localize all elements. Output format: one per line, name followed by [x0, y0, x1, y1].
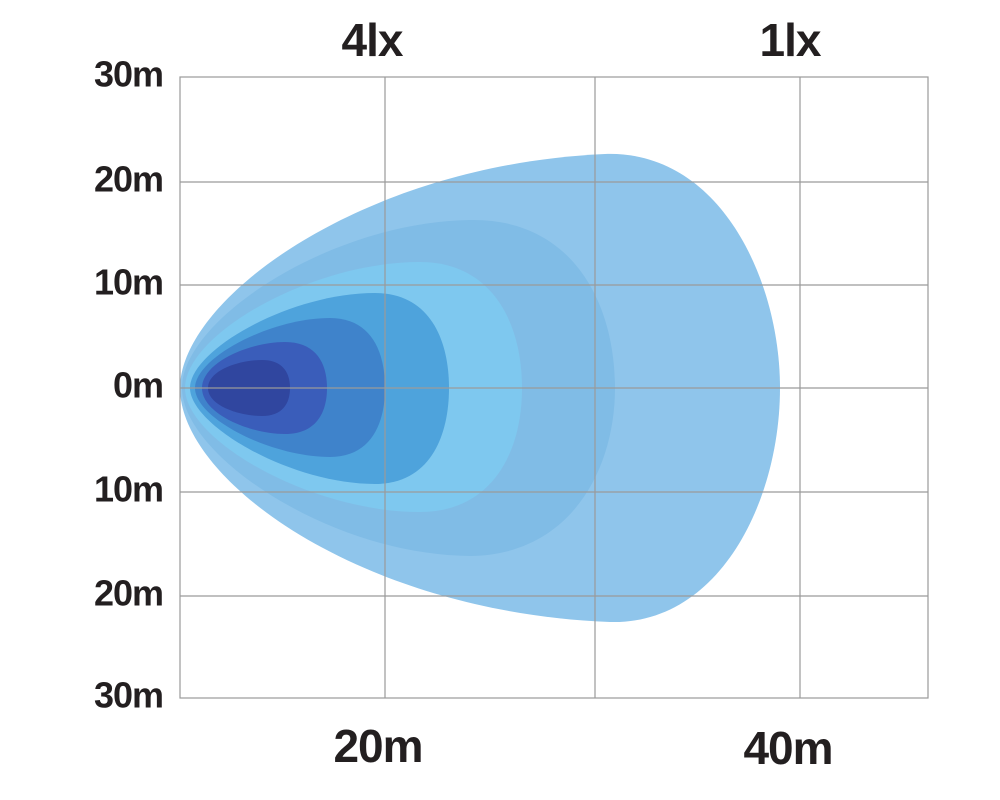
y-label: 30m: [94, 54, 163, 95]
y-label: 20m: [94, 573, 163, 614]
y-label: 30m: [94, 675, 163, 716]
labels: 4lx 1lx 30m 20m 10m 0m 10m 20m 30m 20m 4…: [94, 14, 834, 774]
x-label: 40m: [743, 722, 832, 774]
y-label: 10m: [94, 262, 163, 303]
grid: [179, 76, 929, 699]
y-label: 10m: [94, 469, 163, 510]
top-label: 4lx: [342, 14, 404, 66]
y-label: 20m: [94, 159, 163, 200]
y-label: 0m: [113, 365, 163, 406]
x-label: 20m: [333, 720, 422, 772]
top-label: 1lx: [760, 14, 822, 66]
